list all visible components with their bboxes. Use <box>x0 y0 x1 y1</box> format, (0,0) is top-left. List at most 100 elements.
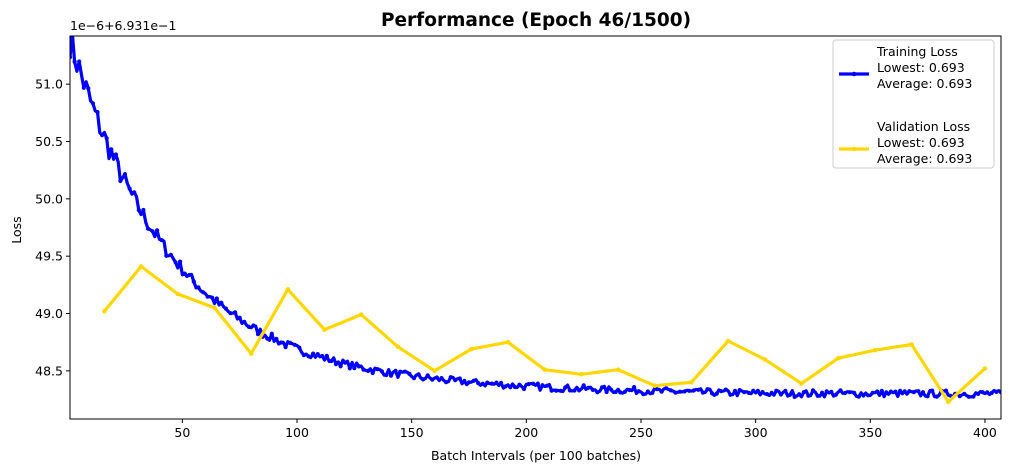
training-loss-point <box>81 85 86 90</box>
training-loss-point <box>920 390 926 395</box>
training-loss-point <box>136 208 141 213</box>
training-loss-point <box>994 389 999 394</box>
training-loss-point <box>182 271 187 276</box>
validation-loss-point <box>799 381 804 386</box>
training-loss-point <box>769 390 774 395</box>
legend-text: Training Loss <box>876 44 958 59</box>
training-loss-point <box>388 373 394 378</box>
training-loss-point <box>439 376 444 381</box>
training-loss-point <box>274 336 279 341</box>
training-loss-point <box>200 290 206 295</box>
training-loss-point <box>865 393 871 398</box>
training-loss-point <box>691 388 696 393</box>
training-loss-point <box>925 394 930 399</box>
training-loss-point <box>934 394 939 399</box>
training-loss-point <box>453 378 458 383</box>
training-loss-point <box>572 388 577 393</box>
validation-loss-point <box>285 287 291 292</box>
training-loss-point <box>577 388 582 393</box>
training-loss-point <box>755 388 761 393</box>
x-axis-label: Batch Intervals (per 100 batches) <box>431 448 641 463</box>
training-loss-point <box>118 178 123 184</box>
training-loss-point <box>223 306 228 311</box>
training-loss-point <box>806 393 811 398</box>
training-loss-point <box>590 387 595 392</box>
training-loss-point <box>168 252 173 257</box>
training-loss-point <box>581 383 586 388</box>
validation-loss-point <box>212 305 217 311</box>
training-loss-point <box>343 360 348 365</box>
training-loss-point <box>998 390 1001 395</box>
training-loss-point <box>820 390 825 395</box>
validation-loss-point <box>615 367 621 373</box>
training-loss-point <box>356 364 361 369</box>
training-loss-point <box>985 390 990 395</box>
training-loss-point <box>760 390 765 395</box>
training-loss-point <box>586 385 591 390</box>
training-loss-point <box>719 389 724 394</box>
training-loss-point <box>164 253 169 258</box>
x-tick-label: 300 <box>744 425 768 440</box>
training-loss-point <box>567 388 573 393</box>
training-loss-point <box>526 382 531 387</box>
training-loss-point <box>710 391 715 396</box>
training-loss-point <box>425 373 430 378</box>
training-loss-point <box>95 110 100 115</box>
training-loss-point <box>503 384 508 389</box>
training-loss-point <box>673 390 678 395</box>
training-loss-point <box>521 386 527 392</box>
training-loss-point <box>898 388 903 393</box>
training-loss-point <box>210 295 215 300</box>
validation-loss-point <box>395 344 401 350</box>
validation-loss-point <box>872 347 878 353</box>
training-loss-point <box>416 372 421 377</box>
training-loss-point <box>113 152 118 157</box>
x-tick-label: 150 <box>400 425 424 440</box>
training-loss-point <box>77 59 82 64</box>
training-loss-point <box>480 381 485 386</box>
training-loss-point <box>70 55 73 60</box>
y-axis-label: Loss <box>9 216 24 243</box>
training-loss-point <box>100 133 105 138</box>
training-loss-point <box>173 260 178 265</box>
training-loss-point <box>265 336 270 341</box>
training-loss-point <box>531 381 536 386</box>
training-loss-point <box>246 324 251 329</box>
training-loss-point <box>829 389 834 394</box>
x-tick-label: 100 <box>285 425 309 440</box>
validation-loss-point <box>909 342 914 347</box>
training-loss-point <box>792 394 797 399</box>
training-loss-point <box>421 377 426 382</box>
validation-loss-point <box>248 351 254 356</box>
training-loss-point <box>641 392 646 397</box>
training-loss-point <box>269 331 274 336</box>
training-loss-point <box>916 389 921 394</box>
training-loss-point <box>705 387 710 392</box>
training-loss-point <box>746 390 751 395</box>
training-loss-point <box>627 387 632 393</box>
y-tick-label: 49.5 <box>35 249 63 264</box>
training-loss-point <box>457 376 462 381</box>
training-loss-point <box>696 387 701 392</box>
training-loss-point <box>843 390 848 396</box>
training-loss-point <box>962 391 967 396</box>
training-loss-point <box>668 388 673 393</box>
validation-loss-point <box>469 346 474 352</box>
training-loss-point <box>338 364 343 369</box>
training-loss-point <box>815 393 820 398</box>
chart-title: Performance (Epoch 46/1500) <box>381 10 691 31</box>
training-loss-point <box>508 385 513 390</box>
validation-loss-point <box>946 399 951 405</box>
training-loss-point <box>187 272 192 278</box>
validation-loss-point <box>432 368 437 374</box>
training-loss-point <box>278 340 284 345</box>
training-loss-point <box>315 352 320 357</box>
x-tick-label: 350 <box>858 425 882 440</box>
validation-loss-point <box>982 366 988 371</box>
training-loss-point <box>466 380 472 385</box>
training-loss-point <box>778 392 784 397</box>
training-loss-point <box>645 389 651 394</box>
training-loss-point <box>150 229 155 234</box>
y-tick-label: 50.0 <box>35 191 63 206</box>
training-loss-point <box>700 390 706 395</box>
